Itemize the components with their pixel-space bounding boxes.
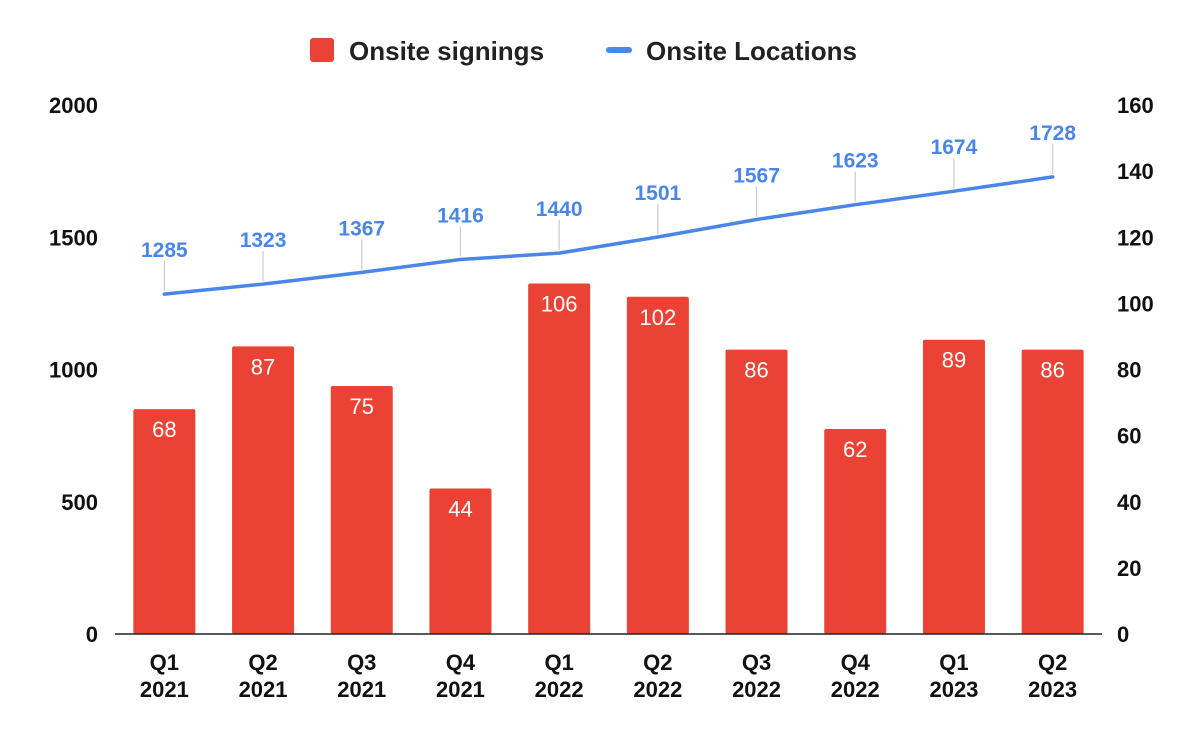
line-value-label: 1674 <box>931 136 978 159</box>
x-tick-label: 2022 <box>633 677 682 702</box>
bar-onsite-signings <box>1021 349 1084 634</box>
x-tick-label: Q1 <box>939 650 968 675</box>
x-tick-label: 2023 <box>929 677 978 702</box>
legend-swatch-onsite-signings <box>310 38 334 62</box>
x-tick-label: 2022 <box>535 677 584 702</box>
bars: 68 87 75 44 106 102 86 62 89 86 <box>133 283 1084 634</box>
y-left-tick-label: 0 <box>86 622 98 647</box>
x-tick-label: Q2 <box>248 650 277 675</box>
x-tick-label: 2021 <box>239 677 288 702</box>
y-right-tick-label: 140 <box>1117 159 1154 184</box>
bar-onsite-signings <box>824 429 887 634</box>
x-tick-label: 2021 <box>337 677 386 702</box>
line-value-label: 1623 <box>832 150 879 173</box>
x-axis: Q12021Q22021Q32021Q42021Q12022Q22022Q320… <box>140 650 1077 702</box>
x-tick-label: 2022 <box>831 677 880 702</box>
bar-onsite-signings <box>922 339 985 634</box>
line-value-label: 1501 <box>634 182 681 205</box>
bar-value-label: 106 <box>541 292 578 317</box>
bar-value-label: 86 <box>744 358 768 383</box>
y-right-tick-label: 40 <box>1117 490 1141 515</box>
bar-onsite-signings <box>330 386 393 634</box>
line-value-label: 1728 <box>1029 122 1076 145</box>
line-onsite-locations <box>162 175 1055 296</box>
y-right-tick-label: 20 <box>1117 556 1141 581</box>
bar-value-label: 75 <box>350 394 374 419</box>
bar-value-label: 68 <box>152 417 176 442</box>
y-right-tick-label: 0 <box>1117 622 1129 647</box>
x-tick-label: Q2 <box>643 650 672 675</box>
y-right-tick-label: 120 <box>1117 225 1154 250</box>
bar-value-label: 102 <box>639 305 676 330</box>
line-value-label: 1323 <box>240 229 287 252</box>
line-value-label: 1567 <box>733 165 780 188</box>
y-right-tick-label: 160 <box>1117 93 1154 118</box>
x-tick-label: Q3 <box>347 650 376 675</box>
bar-value-label: 62 <box>843 437 867 462</box>
legend-label-onsite-locations: Onsite Locations <box>646 36 857 66</box>
x-tick-label: 2023 <box>1028 677 1077 702</box>
x-tick-label: 2021 <box>140 677 189 702</box>
x-tick-label: Q4 <box>446 650 476 675</box>
bar-onsite-signings <box>725 349 788 634</box>
x-tick-label: Q2 <box>1038 650 1067 675</box>
x-tick-label: Q1 <box>544 650 573 675</box>
legend: Onsite signings Onsite Locations <box>310 36 857 66</box>
y-left-tick-label: 2000 <box>49 93 98 118</box>
x-tick-label: Q4 <box>841 650 871 675</box>
y-left-tick-label: 1500 <box>49 225 98 250</box>
left-axis: 0 500 1000 1500 2000 <box>49 93 98 647</box>
right-axis: 0 20 40 60 80 100 120 140 160 <box>1117 93 1154 647</box>
legend-swatch-onsite-locations <box>606 47 632 53</box>
bar-value-label: 89 <box>942 348 966 373</box>
y-right-tick-label: 60 <box>1117 424 1141 449</box>
line-value-label: 1416 <box>437 204 484 227</box>
bar-onsite-signings <box>133 409 196 634</box>
line-value-label: 1440 <box>536 198 583 221</box>
y-left-tick-label: 1000 <box>49 358 98 383</box>
bar-onsite-signings <box>626 296 689 634</box>
x-tick-label: 2021 <box>436 677 485 702</box>
bar-onsite-signings <box>232 346 295 634</box>
bar-onsite-signings <box>429 488 492 634</box>
bar-value-label: 87 <box>251 354 275 379</box>
y-right-tick-label: 100 <box>1117 291 1154 316</box>
x-tick-label: Q1 <box>150 650 179 675</box>
bar-onsite-signings <box>528 283 591 634</box>
x-tick-label: Q3 <box>742 650 771 675</box>
legend-label-onsite-signings: Onsite signings <box>349 36 544 66</box>
line-series: 1285 1323 1367 1416 1440 1501 1567 1623 1674 1728 <box>141 122 1076 296</box>
line-value-label: 1285 <box>141 239 188 262</box>
line-value-label: 1367 <box>338 217 385 240</box>
bar-value-label: 86 <box>1040 358 1064 383</box>
bar-value-label: 44 <box>448 497 472 522</box>
y-left-tick-label: 500 <box>61 490 98 515</box>
x-tick-label: 2022 <box>732 677 781 702</box>
y-right-tick-label: 80 <box>1117 358 1141 383</box>
